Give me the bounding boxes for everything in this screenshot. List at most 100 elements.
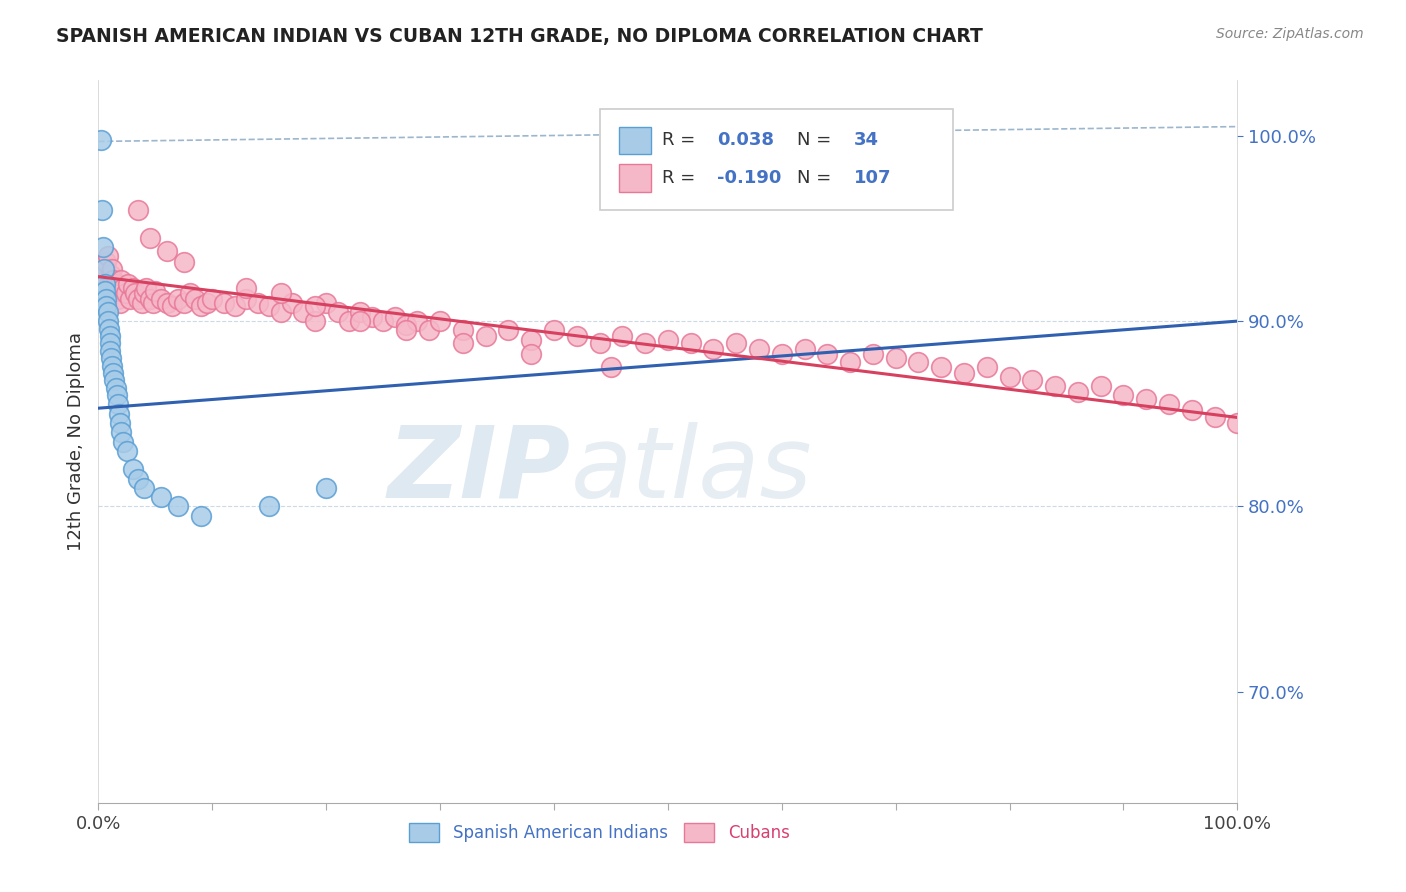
Point <box>135 281 157 295</box>
Point <box>195 295 218 310</box>
Point <box>100 351 122 366</box>
Point <box>1204 410 1226 425</box>
Point <box>565 329 588 343</box>
Point <box>105 388 128 402</box>
Point <box>793 342 815 356</box>
Point <box>167 292 190 306</box>
Point <box>395 323 418 337</box>
Point <box>588 336 610 351</box>
Point <box>304 314 326 328</box>
Text: R =: R = <box>662 131 702 149</box>
Point <box>103 366 125 380</box>
Point <box>1181 403 1204 417</box>
Point <box>543 323 565 337</box>
Point <box>270 286 292 301</box>
Point <box>97 277 120 291</box>
Point <box>173 255 195 269</box>
Point <box>657 333 679 347</box>
Point <box>138 231 160 245</box>
Point <box>281 295 304 310</box>
Text: 0.038: 0.038 <box>717 131 773 149</box>
Point <box>270 305 292 319</box>
Point <box>184 292 207 306</box>
Point <box>132 481 155 495</box>
Point <box>212 295 235 310</box>
Text: R =: R = <box>662 169 702 186</box>
Text: 107: 107 <box>853 169 891 186</box>
Point <box>121 281 143 295</box>
Point <box>94 277 117 291</box>
Point <box>748 342 770 356</box>
Point <box>97 321 120 335</box>
Point <box>93 268 115 282</box>
Point <box>315 295 337 310</box>
Point <box>91 259 114 273</box>
Point <box>145 285 167 299</box>
Point <box>108 407 131 421</box>
Point <box>953 366 976 380</box>
Point <box>90 202 112 217</box>
Point <box>498 323 520 337</box>
Text: SPANISH AMERICAN INDIAN VS CUBAN 12TH GRADE, NO DIPLOMA CORRELATION CHART: SPANISH AMERICAN INDIAN VS CUBAN 12TH GR… <box>56 27 983 45</box>
Point <box>167 500 190 514</box>
Point <box>96 249 118 263</box>
Text: -0.190: -0.190 <box>717 169 782 186</box>
Text: 34: 34 <box>853 131 879 149</box>
Point <box>474 329 496 343</box>
Point <box>138 292 160 306</box>
Point <box>976 360 998 375</box>
Point <box>93 262 115 277</box>
Point <box>110 273 132 287</box>
Point <box>120 292 142 306</box>
Point <box>96 255 118 269</box>
Point <box>104 277 127 291</box>
Point <box>371 314 394 328</box>
Point <box>224 299 246 313</box>
Point <box>101 359 124 373</box>
Text: atlas: atlas <box>571 422 813 519</box>
Point <box>1112 388 1135 402</box>
Point <box>127 472 149 486</box>
Point <box>100 268 122 282</box>
Point <box>90 132 112 146</box>
Text: N =: N = <box>797 131 837 149</box>
Text: ZIP: ZIP <box>388 422 571 519</box>
Point <box>259 500 281 514</box>
Point <box>94 285 117 299</box>
Point <box>451 323 474 337</box>
Point <box>150 490 173 504</box>
Point <box>103 286 125 301</box>
Point <box>998 369 1021 384</box>
Point <box>162 299 184 313</box>
Point <box>1090 379 1112 393</box>
Point <box>98 343 121 358</box>
FancyBboxPatch shape <box>599 109 953 211</box>
Point <box>349 305 371 319</box>
Point <box>108 285 131 299</box>
Point <box>107 397 129 411</box>
Point <box>112 281 135 295</box>
Point <box>98 329 121 343</box>
Point <box>190 299 212 313</box>
Point <box>679 336 702 351</box>
Point <box>600 360 623 375</box>
Point <box>103 273 125 287</box>
Point <box>156 295 179 310</box>
Point <box>98 281 121 295</box>
Point <box>173 295 195 310</box>
Point <box>96 314 118 328</box>
Point <box>304 299 326 313</box>
Point <box>179 286 201 301</box>
Text: Source: ZipAtlas.com: Source: ZipAtlas.com <box>1216 27 1364 41</box>
Point <box>451 336 474 351</box>
Point <box>127 292 149 306</box>
Point <box>201 292 224 306</box>
Point <box>105 281 128 295</box>
Point <box>131 295 153 310</box>
Point <box>112 434 135 449</box>
Y-axis label: 12th Grade, No Diploma: 12th Grade, No Diploma <box>66 332 84 551</box>
Point <box>190 508 212 523</box>
Point <box>108 295 131 310</box>
Point <box>96 299 118 313</box>
Point <box>929 360 952 375</box>
